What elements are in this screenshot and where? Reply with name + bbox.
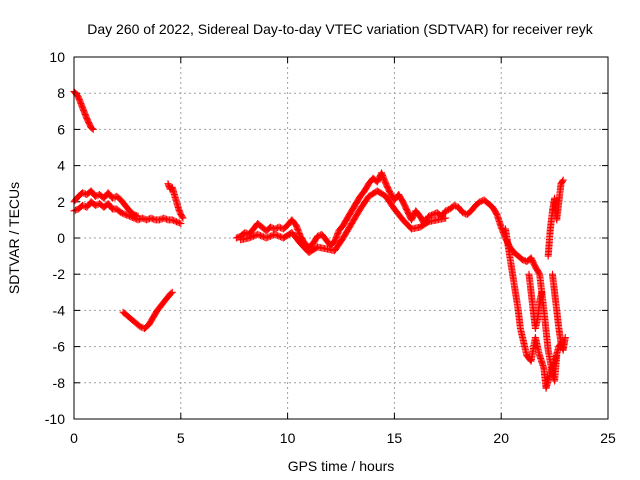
data-point — [88, 124, 96, 132]
y-tick-label: -10 — [45, 411, 65, 427]
data-point — [175, 219, 183, 227]
x-tick-label: 20 — [493, 430, 509, 446]
y-tick-label: -6 — [53, 339, 66, 355]
y-tick-label: 6 — [57, 121, 65, 137]
y-tick-label: 0 — [57, 230, 65, 246]
chart-title: Day 260 of 2022, Sidereal Day-to-day VTE… — [87, 21, 593, 37]
data-point — [561, 334, 569, 342]
x-tick-label: 5 — [177, 430, 185, 446]
x-tick-label: 0 — [70, 430, 78, 446]
grid — [74, 57, 608, 419]
plot-frame — [73, 56, 609, 420]
y-tick-label: -8 — [53, 375, 66, 391]
data-point — [538, 288, 546, 296]
data-point — [168, 288, 176, 296]
data-point — [167, 289, 175, 297]
x-tick-label: 25 — [600, 430, 616, 446]
data-series — [70, 87, 569, 392]
y-tick-label: 8 — [57, 85, 65, 101]
y-tick-label: -2 — [53, 266, 66, 282]
data-point — [178, 213, 186, 221]
data-point — [179, 214, 187, 222]
y-tick-label: -4 — [53, 302, 66, 318]
data-point — [558, 177, 566, 185]
y-tick-label: 2 — [57, 194, 65, 210]
data-point — [559, 176, 567, 184]
y-axis-label: SDTVAR / TECUs — [6, 182, 22, 294]
x-tick-label: 15 — [387, 430, 403, 446]
y-tick-label: 4 — [57, 158, 65, 174]
axis-ticks: 0 5 10 15 20 25 -10 -8 -6 -4 -2 0 2 4 6 8 10 — [45, 49, 616, 446]
x-tick-label: 10 — [280, 430, 296, 446]
data-point — [89, 125, 97, 133]
data-point — [442, 214, 450, 222]
data-point — [177, 220, 185, 228]
x-axis-label: GPS time / hours — [288, 458, 395, 474]
y-tick-label: 10 — [49, 49, 65, 65]
